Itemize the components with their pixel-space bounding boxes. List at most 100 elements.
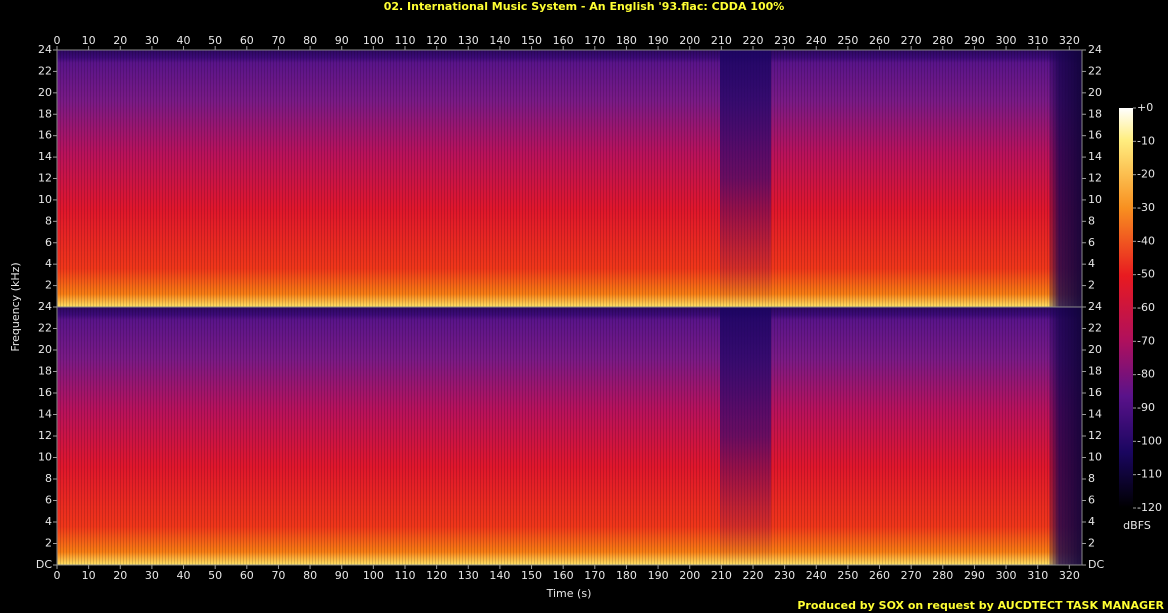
credit: Produced by SOX on request by AUCDTECT T… [797, 599, 1164, 612]
x-tick-label: 100 [363, 569, 384, 582]
x-tick-label: 310 [1027, 34, 1048, 47]
spectrogram-top [57, 50, 1082, 307]
y-tick-label: 4 [1088, 257, 1095, 270]
y-tick-label: 24 [1088, 43, 1102, 56]
x-tick-label: 280 [932, 569, 953, 582]
y-tick-label: 10 [38, 451, 52, 464]
x-tick-label: 240 [806, 569, 827, 582]
x-tick-label: 220 [742, 569, 763, 582]
y-tick-label: 2 [45, 537, 52, 550]
y-tick-label: 16 [1088, 386, 1102, 399]
x-tick-label: 80 [303, 34, 317, 47]
y-tick-label: 8 [45, 214, 52, 227]
y-tick-label: 20 [1088, 343, 1102, 356]
x-tick-label: 70 [271, 34, 285, 47]
y-tick-label: 18 [1088, 107, 1102, 120]
x-tick-label: 300 [996, 34, 1017, 47]
x-tick-label: 170 [584, 569, 605, 582]
x-tick-label: 280 [932, 34, 953, 47]
x-tick-label: 40 [177, 34, 191, 47]
y-tick-label: 6 [1088, 494, 1095, 507]
x-tick-label: 130 [458, 34, 479, 47]
colorbar-tick-label: -80 [1137, 368, 1155, 381]
y-tick-label: 4 [1088, 515, 1095, 528]
y-tick-label: 12 [1088, 429, 1102, 442]
x-tick-label: 90 [335, 569, 349, 582]
x-tick-label: 30 [145, 569, 159, 582]
x-tick-label: 140 [489, 569, 510, 582]
x-tick-label: 50 [208, 569, 222, 582]
y-tick-label: 24 [38, 43, 52, 56]
x-tick-label: 200 [679, 34, 700, 47]
x-tick-label: 40 [177, 569, 191, 582]
y-tick-label: 14 [38, 408, 52, 421]
y-tick-label: 10 [1088, 451, 1102, 464]
y-tick-label: 16 [1088, 129, 1102, 142]
x-tick-label: 320 [1059, 34, 1080, 47]
x-tick-label: 30 [145, 34, 159, 47]
x-tick-label: 180 [616, 569, 637, 582]
x-tick-label: 130 [458, 569, 479, 582]
colorbar-tick-label: -30 [1137, 201, 1155, 214]
x-tick-label: 80 [303, 569, 317, 582]
y-tick-label: 12 [38, 429, 52, 442]
x-tick-label: 120 [426, 569, 447, 582]
x-tick-label: 140 [489, 34, 510, 47]
x-tick-label: 90 [335, 34, 349, 47]
colorbar-tick-label: -20 [1137, 168, 1155, 181]
y-tick-label: 6 [45, 494, 52, 507]
y-tick-label: 18 [38, 365, 52, 378]
x-tick-label: 110 [394, 34, 415, 47]
colorbar-tick-label: -70 [1137, 334, 1155, 347]
y-tick-label: 24 [38, 300, 52, 313]
x-tick-label: 240 [806, 34, 827, 47]
y-tick-label: 6 [45, 236, 52, 249]
y-tick-label: 14 [1088, 150, 1102, 163]
x-tick-label: 200 [679, 569, 700, 582]
spectrogram-bottom [57, 307, 1082, 565]
x-tick-label: 160 [553, 34, 574, 47]
y-tick-label: 6 [1088, 236, 1095, 249]
y-tick-label: 4 [45, 515, 52, 528]
colorbar-tick-label: -120 [1137, 501, 1162, 514]
colorbar-tick-label: -50 [1137, 268, 1155, 281]
y-axis-label: Frequency (kHz) [9, 262, 22, 351]
x-tick-label: 160 [553, 569, 574, 582]
x-tick-label: 270 [901, 34, 922, 47]
y-tick-label: 22 [1088, 322, 1102, 335]
y-tick-label: 16 [38, 129, 52, 142]
x-tick-label: 210 [711, 569, 732, 582]
x-tick-label: 260 [869, 569, 890, 582]
x-tick-label: 170 [584, 34, 605, 47]
y-tick-label: 24 [1088, 300, 1102, 313]
x-tick-label: 10 [82, 34, 96, 47]
x-tick-label: 250 [837, 569, 858, 582]
y-tick-label: 2 [1088, 537, 1095, 550]
x-tick-label: 210 [711, 34, 732, 47]
colorbar-tick-label: -110 [1137, 468, 1162, 481]
y-tick-label: 22 [1088, 64, 1102, 77]
x-tick-label: 60 [240, 34, 254, 47]
x-tick-label: 190 [648, 569, 669, 582]
x-tick-label: 150 [521, 34, 542, 47]
y-tick-label: 22 [38, 322, 52, 335]
x-axis-label: Time (s) [546, 587, 592, 600]
chart-title: 02. International Music System - An Engl… [384, 0, 785, 13]
y-tick-label: 2 [45, 279, 52, 292]
y-tick-label: 8 [1088, 472, 1095, 485]
y-tick-label: 8 [1088, 214, 1095, 227]
x-tick-label: 310 [1027, 569, 1048, 582]
y-tick-label: 8 [45, 472, 52, 485]
x-tick-label: 120 [426, 34, 447, 47]
x-tick-label: 230 [774, 34, 795, 47]
x-tick-label: 300 [996, 569, 1017, 582]
colorbar-tick-label: -90 [1137, 401, 1155, 414]
y-tick-label: 20 [38, 86, 52, 99]
x-tick-label: 110 [394, 569, 415, 582]
x-tick-label: 320 [1059, 569, 1080, 582]
x-tick-label: 290 [964, 34, 985, 47]
y-tick-label: 12 [38, 172, 52, 185]
x-tick-label: 10 [82, 569, 96, 582]
colorbar-tick-label: -10 [1137, 134, 1155, 147]
